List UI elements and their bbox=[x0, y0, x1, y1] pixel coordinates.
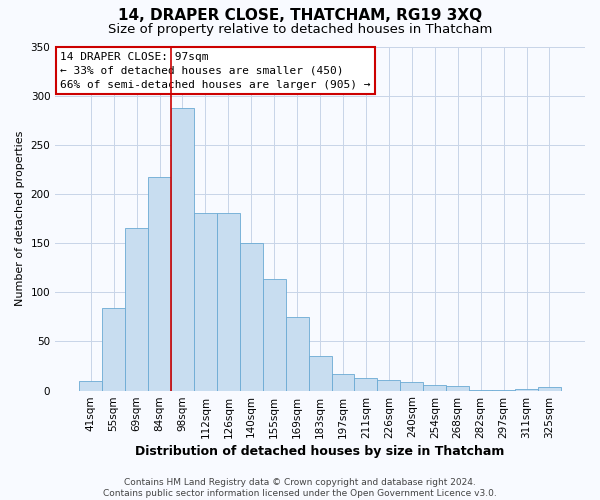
Bar bbox=[377, 380, 400, 390]
Bar bbox=[515, 388, 538, 390]
Bar bbox=[400, 382, 423, 390]
Bar bbox=[148, 177, 171, 390]
Bar bbox=[332, 374, 355, 390]
Bar bbox=[79, 380, 102, 390]
Text: 14, DRAPER CLOSE, THATCHAM, RG19 3XQ: 14, DRAPER CLOSE, THATCHAM, RG19 3XQ bbox=[118, 8, 482, 22]
Bar bbox=[446, 386, 469, 390]
Bar bbox=[308, 356, 332, 390]
Bar bbox=[217, 212, 240, 390]
Bar bbox=[355, 378, 377, 390]
Text: Contains HM Land Registry data © Crown copyright and database right 2024.
Contai: Contains HM Land Registry data © Crown c… bbox=[103, 478, 497, 498]
Bar bbox=[240, 243, 263, 390]
Bar bbox=[538, 386, 561, 390]
Text: 14 DRAPER CLOSE: 97sqm
← 33% of detached houses are smaller (450)
66% of semi-de: 14 DRAPER CLOSE: 97sqm ← 33% of detached… bbox=[61, 52, 371, 90]
Bar bbox=[194, 212, 217, 390]
Bar bbox=[423, 384, 446, 390]
Bar bbox=[102, 308, 125, 390]
Bar bbox=[286, 317, 308, 390]
Bar bbox=[171, 108, 194, 390]
Text: Size of property relative to detached houses in Thatcham: Size of property relative to detached ho… bbox=[108, 22, 492, 36]
X-axis label: Distribution of detached houses by size in Thatcham: Distribution of detached houses by size … bbox=[136, 444, 505, 458]
Bar bbox=[263, 278, 286, 390]
Y-axis label: Number of detached properties: Number of detached properties bbox=[15, 131, 25, 306]
Bar bbox=[125, 228, 148, 390]
